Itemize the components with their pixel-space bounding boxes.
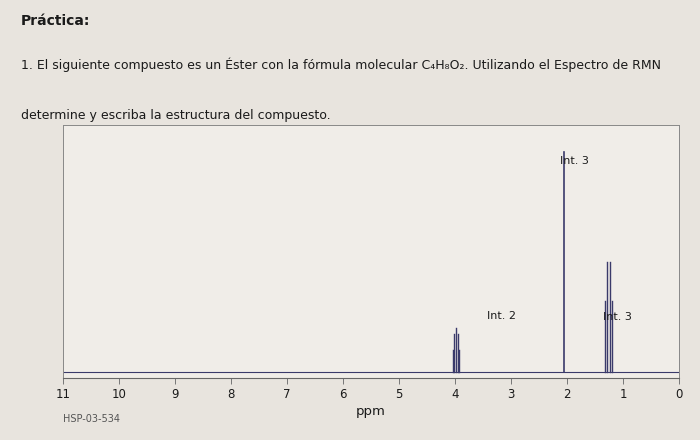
Text: determine y escriba la estructura del compuesto.: determine y escriba la estructura del co… [21,109,330,122]
Text: 1. El siguiente compuesto es un Éster con la fórmula molecular C₄H₈O₂. Utilizand: 1. El siguiente compuesto es un Éster co… [21,58,661,72]
Text: Int. 2: Int. 2 [487,311,516,321]
Text: Int. 3: Int. 3 [603,312,631,322]
Text: Int. 3: Int. 3 [560,156,589,166]
Text: HSP-03-534: HSP-03-534 [63,414,120,425]
Text: Práctica:: Práctica: [21,14,90,28]
X-axis label: ppm: ppm [356,405,386,418]
